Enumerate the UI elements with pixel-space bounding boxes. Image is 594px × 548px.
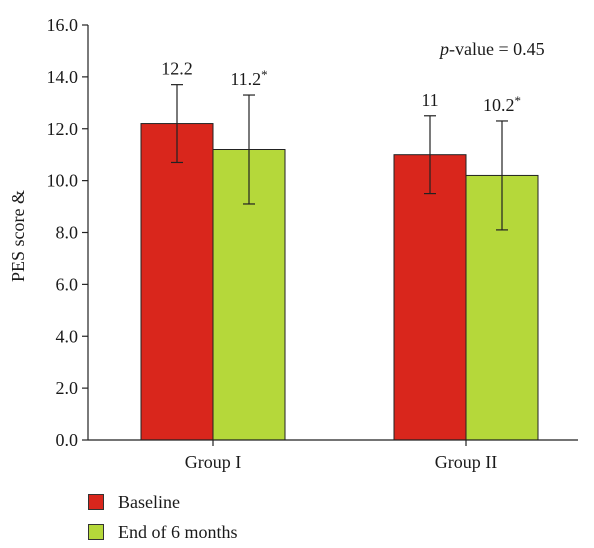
- y-tick-label: 6.0: [56, 274, 79, 294]
- p-value-annotation: p-value = 0.45: [438, 39, 545, 59]
- y-tick-label: 4.0: [56, 326, 79, 346]
- data-label: 11: [421, 90, 438, 110]
- bars: [140, 123, 539, 441]
- bar: [140, 123, 214, 441]
- y-tick-label: 16.0: [47, 15, 79, 35]
- x-axis-ticks: Group I Group II: [185, 440, 497, 472]
- p-value-text: -value = 0.45: [449, 39, 545, 59]
- data-label: 12.2: [161, 59, 193, 79]
- y-axis-ticks: 0.0 2.0 4.0 6.0 8.0 10.0 12.0 14.0 16.0: [47, 15, 88, 450]
- legend-label-baseline: Baseline: [118, 491, 180, 512]
- legend-item-baseline: Baseline: [88, 488, 238, 516]
- y-tick-label: 8.0: [56, 223, 79, 243]
- y-tick-label: 0.0: [56, 430, 79, 450]
- y-axis-label: PES score &: [8, 190, 28, 282]
- p-value-italic: p: [438, 39, 449, 59]
- x-tick-label: Group I: [185, 452, 242, 472]
- y-tick-label: 14.0: [47, 67, 79, 87]
- x-tick-label: Group II: [435, 452, 497, 472]
- error-bars: [171, 84, 508, 231]
- legend: Baseline End of 6 months: [88, 488, 238, 548]
- bar: [393, 154, 467, 441]
- legend-label-end-of-6-months: End of 6 months: [118, 521, 238, 542]
- legend-swatch-end-of-6-months: [88, 524, 104, 540]
- y-tick-label: 12.0: [47, 119, 79, 139]
- legend-item-end-of-6-months: End of 6 months: [88, 518, 238, 546]
- data-label: 10.2*: [483, 93, 521, 115]
- legend-swatch-baseline: [88, 494, 104, 510]
- y-tick-label: 10.0: [47, 171, 79, 191]
- data-label: 11.2*: [230, 67, 267, 89]
- value-labels: 12.2 11.2* 11 10.2*: [161, 59, 521, 115]
- y-tick-label: 2.0: [56, 378, 79, 398]
